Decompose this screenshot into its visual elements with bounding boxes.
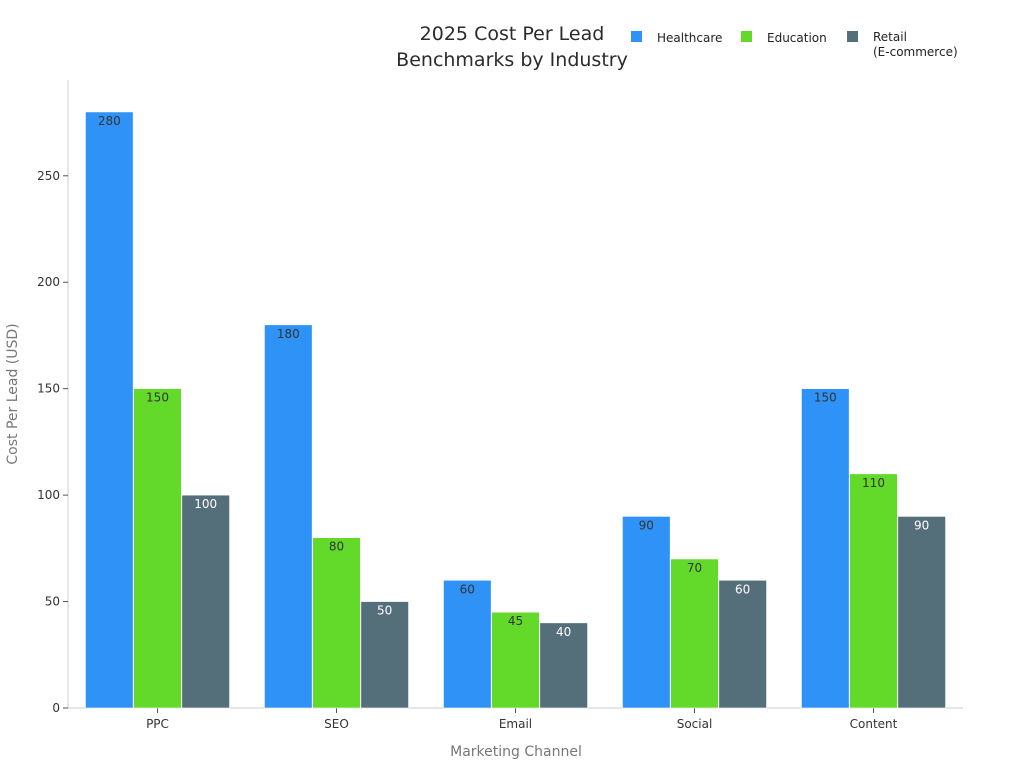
x-axis-title: Marketing Channel bbox=[450, 744, 582, 760]
bar-value-label: 90 bbox=[914, 518, 929, 532]
y-tick-label: 50 bbox=[45, 595, 60, 609]
x-tick-label: Email bbox=[499, 717, 532, 731]
legend-label: Education bbox=[767, 31, 827, 45]
legend-swatch bbox=[741, 31, 752, 42]
bar bbox=[443, 579, 492, 709]
bar-value-label: 280 bbox=[98, 114, 121, 128]
bar-value-label: 60 bbox=[460, 582, 475, 596]
bar bbox=[670, 558, 719, 709]
bar-value-label: 80 bbox=[329, 540, 344, 554]
legend-label: (E-commerce) bbox=[873, 45, 958, 59]
bar bbox=[539, 622, 588, 709]
x-tick-label: Content bbox=[850, 717, 898, 731]
bar bbox=[360, 601, 409, 709]
plot-area: 0 50 100 150 200 250 PPC 280 150 100 SEO 180 80 50 Ema… bbox=[37, 80, 963, 731]
bar bbox=[85, 111, 134, 709]
bar bbox=[849, 473, 898, 709]
bar-value-label: 110 bbox=[862, 476, 885, 490]
bar bbox=[897, 516, 946, 709]
bar-value-label: 40 bbox=[556, 625, 571, 639]
bar-value-label: 150 bbox=[814, 391, 837, 405]
bar-value-label: 70 bbox=[687, 561, 702, 575]
bar bbox=[718, 579, 767, 709]
y-axis-title: Cost Per Lead (USD) bbox=[5, 323, 21, 464]
bar-value-label: 100 bbox=[194, 497, 217, 511]
legend: Healthcare Education Retail(E-commerce) bbox=[631, 30, 958, 59]
legend-label: Healthcare bbox=[657, 31, 722, 45]
bar-value-label: 50 bbox=[377, 604, 392, 618]
legend-label: Retail bbox=[873, 30, 907, 44]
bar-value-label: 180 bbox=[277, 327, 300, 341]
bar-value-label: 60 bbox=[735, 582, 750, 596]
chart-title-line-2: Benchmarks by Industry bbox=[396, 49, 628, 71]
bar-value-label: 150 bbox=[146, 391, 169, 405]
bar-value-label: 90 bbox=[639, 518, 654, 532]
bar bbox=[133, 388, 182, 709]
x-tick-label: SEO bbox=[324, 717, 349, 731]
y-tick-label: 250 bbox=[37, 169, 60, 183]
bar bbox=[622, 516, 671, 709]
bar-value-label: 45 bbox=[508, 614, 523, 628]
y-tick-label: 100 bbox=[37, 488, 60, 502]
y-tick-label: 150 bbox=[37, 382, 60, 396]
bar bbox=[181, 494, 230, 709]
y-tick-label: 200 bbox=[37, 275, 60, 289]
bar bbox=[312, 537, 361, 709]
legend-swatch bbox=[631, 31, 642, 42]
chart-title-line-1: 2025 Cost Per Lead bbox=[420, 23, 605, 45]
legend-swatch bbox=[847, 31, 858, 42]
bar bbox=[491, 611, 540, 709]
x-tick-label: Social bbox=[677, 717, 713, 731]
bar bbox=[264, 324, 313, 709]
bar bbox=[801, 388, 850, 709]
y-tick-label: 0 bbox=[52, 701, 60, 715]
x-tick-label: PPC bbox=[146, 717, 169, 731]
